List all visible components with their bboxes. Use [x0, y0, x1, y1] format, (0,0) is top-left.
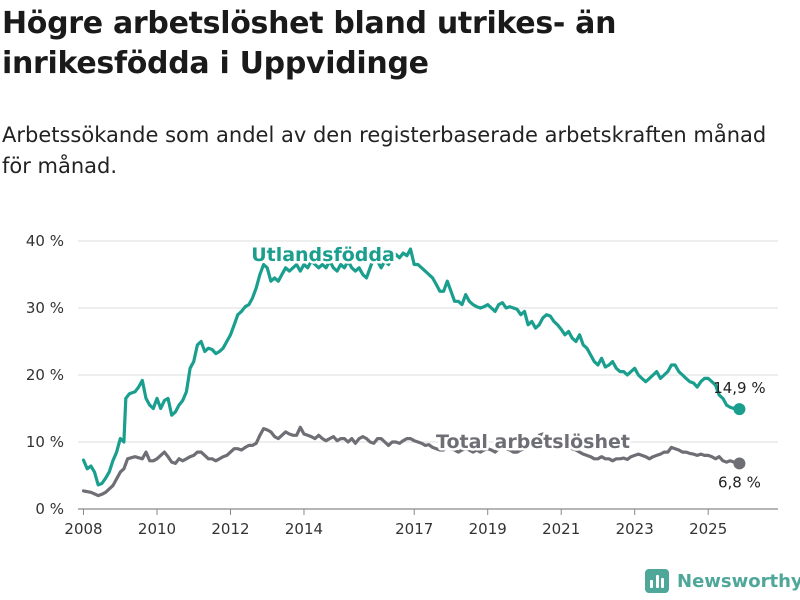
x-tick-label: 2017: [395, 520, 433, 538]
brand-logo: Newsworthy: [645, 569, 800, 593]
x-axis: 2008 2010 2012 2014 2017 2019 2021 2023 2025: [64, 509, 727, 538]
x-tick-label: 2012: [211, 520, 249, 538]
series-name-label: Utlandsfödda: [251, 244, 395, 266]
x-tick-label: 2019: [469, 520, 507, 538]
y-tick-label: 0 %: [35, 500, 64, 518]
series-line-utlandsfodda: [81, 247, 741, 487]
series-end-point: [733, 403, 746, 416]
series-lines: [81, 247, 746, 498]
end-value-label: 6,8 %: [718, 473, 761, 491]
y-tick-label: 20 %: [26, 366, 64, 384]
grid-lines: [78, 240, 778, 510]
end-value-label: 14,9 %: [713, 379, 765, 397]
bar-chart-icon: [645, 569, 669, 593]
series-line-total: [81, 425, 741, 498]
x-tick-label: 2021: [542, 520, 580, 538]
x-tick-label: 2014: [285, 520, 323, 538]
series-name-label: Total arbetslöshet: [436, 431, 630, 453]
chart-title: Högre arbetslöshet bland utrikes- än inr…: [2, 6, 617, 81]
series-end-point: [733, 457, 746, 470]
y-axis: 0 % 10 % 20 % 30 % 40 %: [26, 232, 64, 518]
brand-name: Newsworthy: [677, 570, 800, 592]
x-tick-label: 2023: [616, 520, 654, 538]
x-tick-label: 2008: [64, 520, 102, 538]
y-tick-label: 40 %: [26, 232, 64, 250]
y-tick-label: 10 %: [26, 433, 64, 451]
x-tick-label: 2010: [138, 520, 176, 538]
chart-subtitle: Arbetssökande som andel av den registerb…: [2, 123, 767, 178]
x-tick-label: 2025: [689, 520, 727, 538]
series-labels: 14,9 % 6,8 % Utlandsfödda Total arbetslöshe…: [249, 242, 766, 492]
y-tick-label: 30 %: [26, 299, 64, 317]
